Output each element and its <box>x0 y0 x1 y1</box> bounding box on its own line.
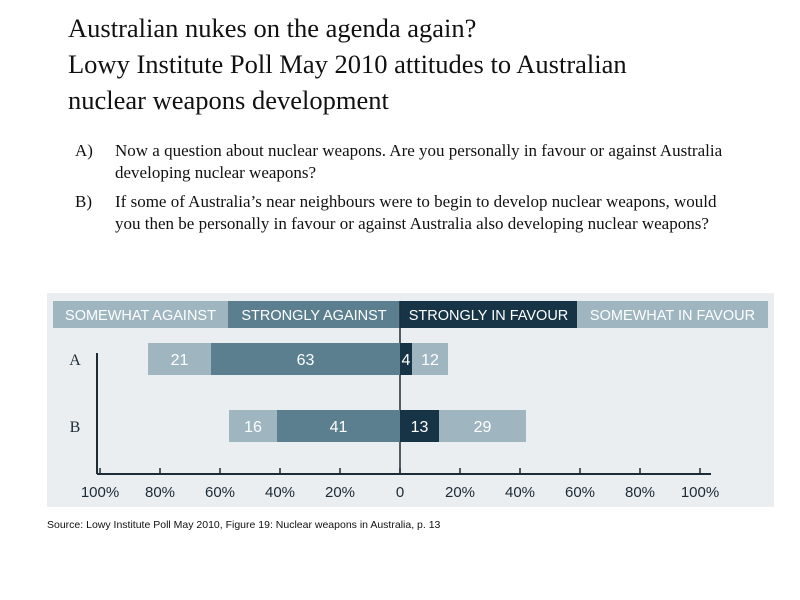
bar-b-strongly-against <box>277 410 400 442</box>
diverging-bar-chart: SOMEWHAT AGAINST STRONGLY AGAINST STRONGLY… <box>53 301 768 501</box>
bar-a-somewhat-in-favour <box>412 343 448 375</box>
x-tick-label-2: 80% <box>145 484 175 501</box>
question-b: B) If some of Australia’s near neighbour… <box>75 191 725 235</box>
legend-label-2: STRONGLY AGAINST <box>241 308 386 324</box>
legend-swatch-1 <box>53 301 228 328</box>
title-line-3: nuclear weapons development <box>68 85 389 115</box>
bar-a-strongly-in-favour <box>400 343 412 375</box>
bar-b-strongly-in-favour <box>400 410 439 442</box>
x-tick-label-3: 60% <box>205 484 235 501</box>
data-label-a-somewhat-against: 21 <box>171 352 189 369</box>
x-tick-label-8: 40% <box>505 484 535 501</box>
legend-label-1: SOMEWHAT AGAINST <box>65 308 216 324</box>
legend-swatch-3 <box>400 301 577 328</box>
title-line-1: Australian nukes on the agenda again? <box>68 13 477 43</box>
data-label-b-strongly-in-favour: 13 <box>411 419 429 436</box>
data-label-a-strongly-against: 63 <box>297 352 315 369</box>
bar-a-strongly-against <box>211 343 400 375</box>
data-label-b-somewhat-in-favour: 29 <box>474 419 492 436</box>
x-tick-label-10: 80% <box>625 484 655 501</box>
x-tick-label-6: 0 <box>396 484 404 501</box>
x-tick-label-7: 20% <box>445 484 475 501</box>
legend-label-3: STRONGLY IN FAVOUR <box>409 308 569 324</box>
chart-title: Australian nukes on the agenda again? Lo… <box>68 10 768 118</box>
question-b-text: If some of Australia’s near neighbours w… <box>115 192 717 233</box>
question-b-letter: B) <box>75 192 92 211</box>
category-label-b: B <box>70 419 81 436</box>
x-tick-label-9: 60% <box>565 484 595 501</box>
category-label-a: A <box>69 352 81 369</box>
legend-swatch-2 <box>228 301 400 328</box>
question-a: A) Now a question about nuclear weapons.… <box>75 140 725 184</box>
legend-label-4: SOMEWHAT IN FAVOUR <box>590 308 755 324</box>
data-label-a-somewhat-in-favour: 12 <box>421 352 439 369</box>
question-a-text: Now a question about nuclear weapons. Ar… <box>115 141 723 182</box>
x-tick-label-4: 40% <box>265 484 295 501</box>
bar-b-somewhat-in-favour <box>439 410 526 442</box>
x-tick-label-1: 100% <box>81 484 119 501</box>
x-tick-label-11: 100% <box>681 484 719 501</box>
data-label-b-somewhat-against: 16 <box>244 419 262 436</box>
bar-a-somewhat-against <box>148 343 211 375</box>
chart-panel: SOMEWHAT AGAINST STRONGLY AGAINST STRONGLY… <box>47 293 774 507</box>
data-label-a-strongly-in-favour: 4 <box>402 352 411 369</box>
data-label-b-strongly-against: 41 <box>330 419 348 436</box>
legend-swatch-4 <box>577 301 768 328</box>
survey-questions: A) Now a question about nuclear weapons.… <box>75 140 725 242</box>
question-a-letter: A) <box>75 141 93 160</box>
title-line-2: Lowy Institute Poll May 2010 attitudes t… <box>68 49 627 79</box>
source-note: Source: Lowy Institute Poll May 2010, Fi… <box>47 519 441 531</box>
x-tick-label-5: 20% <box>325 484 355 501</box>
bar-b-somewhat-against <box>229 410 277 442</box>
